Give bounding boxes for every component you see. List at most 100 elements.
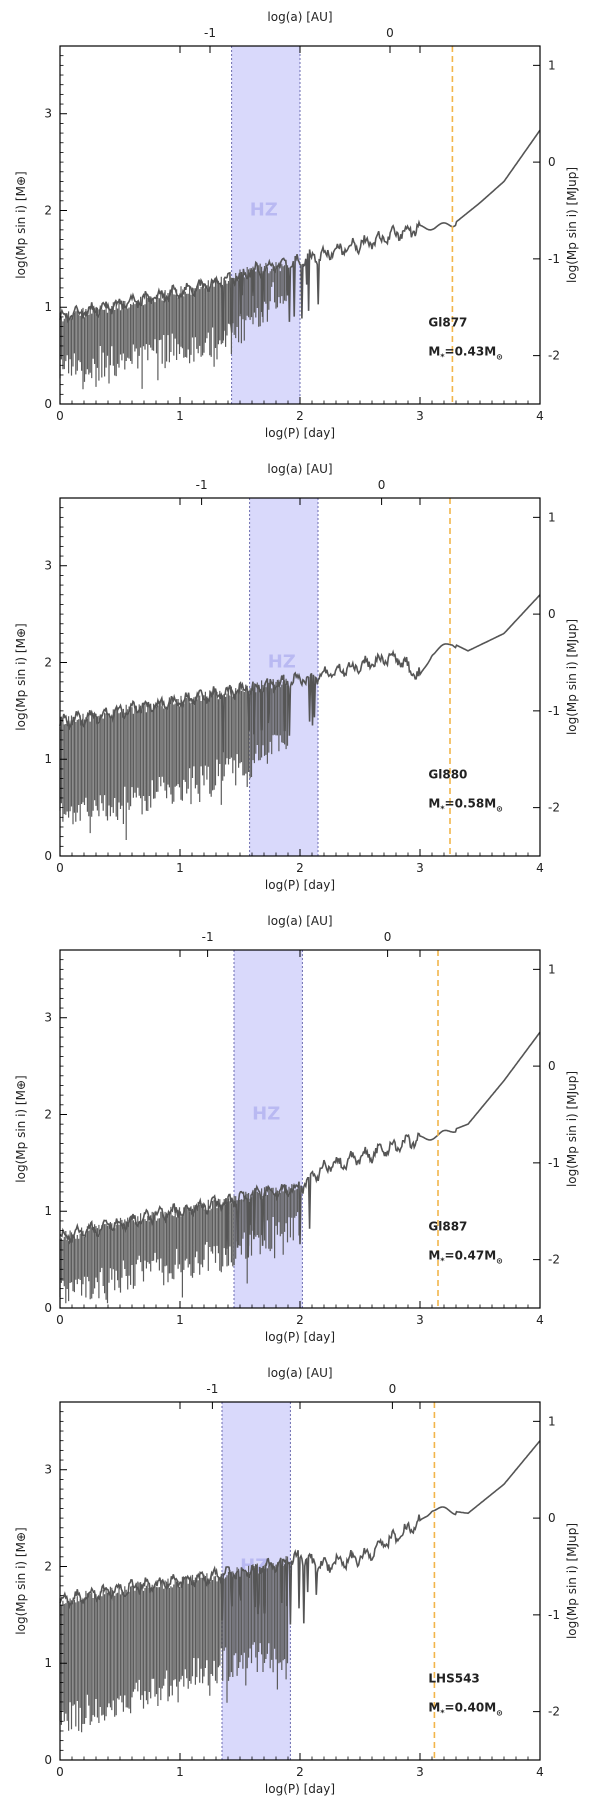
y-tick-label: 1 xyxy=(44,1656,52,1670)
top-tick-label: 0 xyxy=(386,26,394,40)
x-axis-label: log(P) [day] xyxy=(265,426,335,440)
hz-band xyxy=(234,950,303,1308)
sun-symbol: ⊙ xyxy=(496,353,503,362)
x-tick-label: 4 xyxy=(536,1765,544,1779)
y-axis-label-right: log(Mp sin i) [MJup] xyxy=(565,167,579,283)
right-tick-label: -2 xyxy=(548,1705,560,1719)
mass-symbol: M xyxy=(428,797,440,811)
x-tick-label: 2 xyxy=(296,861,304,875)
star-name: Gl880 xyxy=(428,768,467,782)
y-tick-label: 0 xyxy=(44,849,52,863)
top-axis-label: log(a) [AU] xyxy=(267,10,332,24)
top-axis-label: log(a) [AU] xyxy=(267,1366,332,1380)
y-axis-label-left: log(Mp sin i) [M⊕] xyxy=(14,171,28,278)
right-tick-label: 0 xyxy=(548,1059,556,1073)
y-axis-label-left: log(Mp sin i) [M⊕] xyxy=(14,1075,28,1182)
y-tick-label: 2 xyxy=(44,1107,52,1121)
y-tick-label: 1 xyxy=(44,300,52,314)
top-tick-label: 0 xyxy=(384,930,392,944)
x-tick-label: 0 xyxy=(56,1313,64,1327)
x-tick-label: 1 xyxy=(176,861,184,875)
y-tick-label: 2 xyxy=(44,1559,52,1573)
y-tick-label: 3 xyxy=(44,107,52,121)
top-tick-label: -1 xyxy=(206,1382,218,1396)
right-tick-label: 1 xyxy=(548,962,556,976)
mass-symbol: M xyxy=(428,1249,440,1263)
x-tick-label: 1 xyxy=(176,1765,184,1779)
y-axis-label-left: log(Mp sin i) [M⊕] xyxy=(14,1527,28,1634)
hz-label: HZ xyxy=(252,1103,280,1124)
top-axis-label: log(a) [AU] xyxy=(267,462,332,476)
right-tick-label: 1 xyxy=(548,58,556,72)
right-tick-label: -2 xyxy=(548,349,560,363)
top-tick-label: 0 xyxy=(389,1382,397,1396)
right-tick-label: -2 xyxy=(548,1253,560,1267)
x-tick-label: 2 xyxy=(296,1313,304,1327)
detection-limit-line xyxy=(59,594,541,753)
star-name: LHS543 xyxy=(428,1672,479,1686)
detection-limit-line xyxy=(59,1440,541,1625)
star-name: Gl887 xyxy=(428,1220,467,1234)
mass-subscript: * xyxy=(440,805,445,814)
x-tick-label: 4 xyxy=(536,1313,544,1327)
x-tick-label: 2 xyxy=(296,1765,304,1779)
x-tick-label: 2 xyxy=(296,409,304,423)
top-tick-label: -1 xyxy=(202,930,214,944)
x-axis-label: log(P) [day] xyxy=(265,878,335,892)
detection-limit-line xyxy=(59,1031,541,1258)
mass-value: =0.43M xyxy=(445,345,497,359)
x-tick-label: 1 xyxy=(176,1313,184,1327)
chart-panel-gl887: HZ 0 1 2 3 4 0 1 2 3 1 0 -1 -2 -1 0 log(a) [AU] log(P) [d… xyxy=(14,914,579,1344)
y-tick-label: 0 xyxy=(44,1753,52,1767)
y-tick-label: 2 xyxy=(44,203,52,217)
sun-symbol: ⊙ xyxy=(496,1709,503,1718)
hz-label: HZ xyxy=(268,651,296,672)
y-axis-label-right: log(Mp sin i) [MJup] xyxy=(565,1071,579,1187)
y-tick-label: 0 xyxy=(44,1301,52,1315)
x-tick-label: 3 xyxy=(416,1313,424,1327)
right-tick-label: 0 xyxy=(548,155,556,169)
right-tick-label: 0 xyxy=(548,1511,556,1525)
star-mass: M*=0.58M⊙ xyxy=(428,797,502,814)
top-tick-label: -1 xyxy=(196,478,208,492)
mass-symbol: M xyxy=(428,345,440,359)
mass-subscript: * xyxy=(440,1257,445,1266)
star-name: Gl877 xyxy=(428,316,467,330)
x-axis-label: log(P) [day] xyxy=(265,1330,335,1344)
sun-symbol: ⊙ xyxy=(496,1257,503,1266)
x-tick-label: 4 xyxy=(536,861,544,875)
chart-panel-gl880: HZ 0 1 2 3 4 0 1 2 3 1 0 -1 -2 -1 0 log(a) [AU] log(P) [d… xyxy=(14,462,579,892)
right-tick-label: -1 xyxy=(548,704,560,718)
right-tick-label: -2 xyxy=(548,801,560,815)
detection-limit-line xyxy=(59,129,541,341)
top-axis-label: log(a) [AU] xyxy=(267,914,332,928)
right-tick-label: 1 xyxy=(548,1414,556,1428)
mass-symbol: M xyxy=(428,1701,440,1715)
x-tick-label: 0 xyxy=(56,1765,64,1779)
y-axis-label-right: log(Mp sin i) [MJup] xyxy=(565,1523,579,1639)
star-mass: M*=0.43M⊙ xyxy=(428,345,502,362)
mass-value: =0.47M xyxy=(445,1249,497,1263)
y-tick-label: 3 xyxy=(44,559,52,573)
x-tick-label: 3 xyxy=(416,861,424,875)
x-tick-label: 3 xyxy=(416,1765,424,1779)
y-tick-label: 3 xyxy=(44,1463,52,1477)
x-tick-label: 3 xyxy=(416,409,424,423)
mass-value: =0.40M xyxy=(445,1701,497,1715)
right-tick-label: -1 xyxy=(548,252,560,266)
y-axis-label-right: log(Mp sin i) [MJup] xyxy=(565,619,579,735)
mass-subscript: * xyxy=(440,353,445,362)
x-tick-label: 0 xyxy=(56,409,64,423)
top-tick-label: 0 xyxy=(378,478,386,492)
y-tick-label: 3 xyxy=(44,1011,52,1025)
mass-value: =0.58M xyxy=(445,797,497,811)
y-axis-label-left: log(Mp sin i) [M⊕] xyxy=(14,623,28,730)
right-tick-label: 1 xyxy=(548,510,556,524)
x-tick-label: 0 xyxy=(56,861,64,875)
hz-band xyxy=(231,46,300,404)
y-tick-label: 2 xyxy=(44,655,52,669)
y-tick-label: 1 xyxy=(44,752,52,766)
x-tick-label: 4 xyxy=(536,409,544,423)
